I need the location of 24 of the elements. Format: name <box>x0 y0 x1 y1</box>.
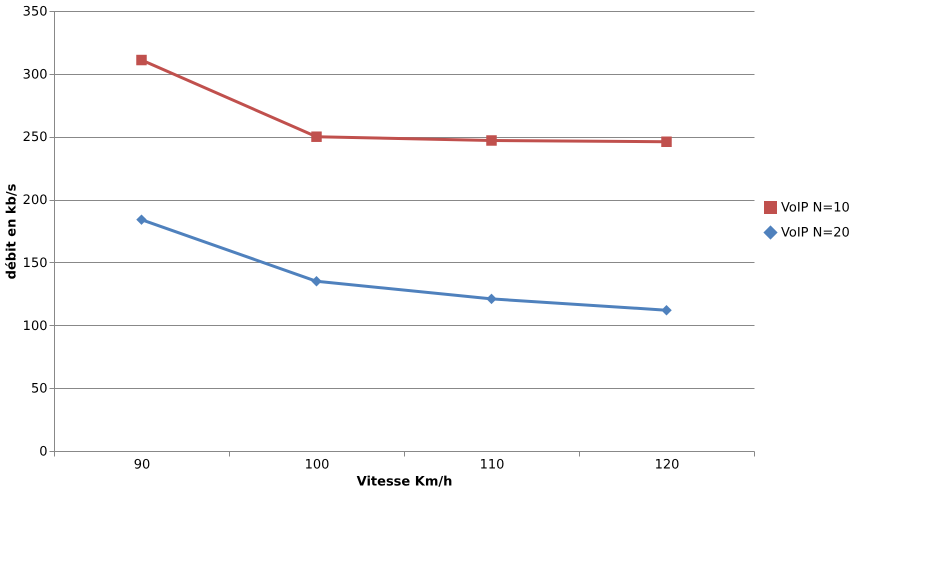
y-tick-label: 300 <box>22 67 48 82</box>
point <box>136 54 147 66</box>
y-tick-label: 200 <box>22 193 48 208</box>
legend-label: VoIP N=20 <box>781 226 850 240</box>
point <box>311 131 322 142</box>
y-tick-label: 250 <box>22 130 48 146</box>
point <box>136 214 147 225</box>
y-tick-label: 150 <box>22 256 48 271</box>
x-tick-label: 90 <box>134 458 150 472</box>
x-axis-title: Vitesse Km/h <box>356 474 452 490</box>
x-tick-label: 120 <box>654 458 680 472</box>
point <box>486 294 497 304</box>
legend-label: VoIP N=10 <box>781 200 850 216</box>
point <box>311 276 322 287</box>
y-tick-label: 50 <box>30 382 48 397</box>
x-tick-label: 100 <box>304 458 330 472</box>
point <box>661 304 672 316</box>
y-tick-label: 0 <box>39 444 48 460</box>
point <box>661 136 672 147</box>
y-tick-label: 100 <box>22 318 48 334</box>
x-tick-label: 110 <box>480 458 504 472</box>
y-axis-title: débit en kb/s <box>4 183 20 280</box>
point <box>486 135 497 146</box>
y-tick-label: 350 <box>22 4 48 20</box>
